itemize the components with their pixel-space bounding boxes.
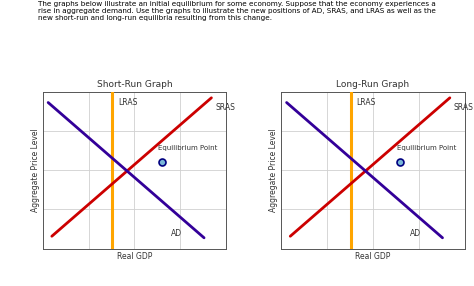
Title: Long-Run Graph: Long-Run Graph <box>336 80 410 89</box>
X-axis label: Real GDP: Real GDP <box>355 252 391 261</box>
Text: LRAS: LRAS <box>356 98 376 107</box>
Y-axis label: Aggregate Price Level: Aggregate Price Level <box>269 128 278 212</box>
Y-axis label: Aggregate Price Level: Aggregate Price Level <box>31 128 40 212</box>
Text: Equilibrium Point: Equilibrium Point <box>397 145 456 151</box>
Text: The graphs below illustrate an initial equilibrium for some economy. Suppose tha: The graphs below illustrate an initial e… <box>38 1 436 21</box>
Text: AD: AD <box>410 229 420 238</box>
X-axis label: Real GDP: Real GDP <box>117 252 152 261</box>
Text: AD: AD <box>171 229 182 238</box>
Text: LRAS: LRAS <box>118 98 137 107</box>
Text: SRAS: SRAS <box>454 103 474 112</box>
Text: SRAS: SRAS <box>215 103 235 112</box>
Title: Short-Run Graph: Short-Run Graph <box>97 80 172 89</box>
Text: Equilibrium Point: Equilibrium Point <box>158 145 218 151</box>
